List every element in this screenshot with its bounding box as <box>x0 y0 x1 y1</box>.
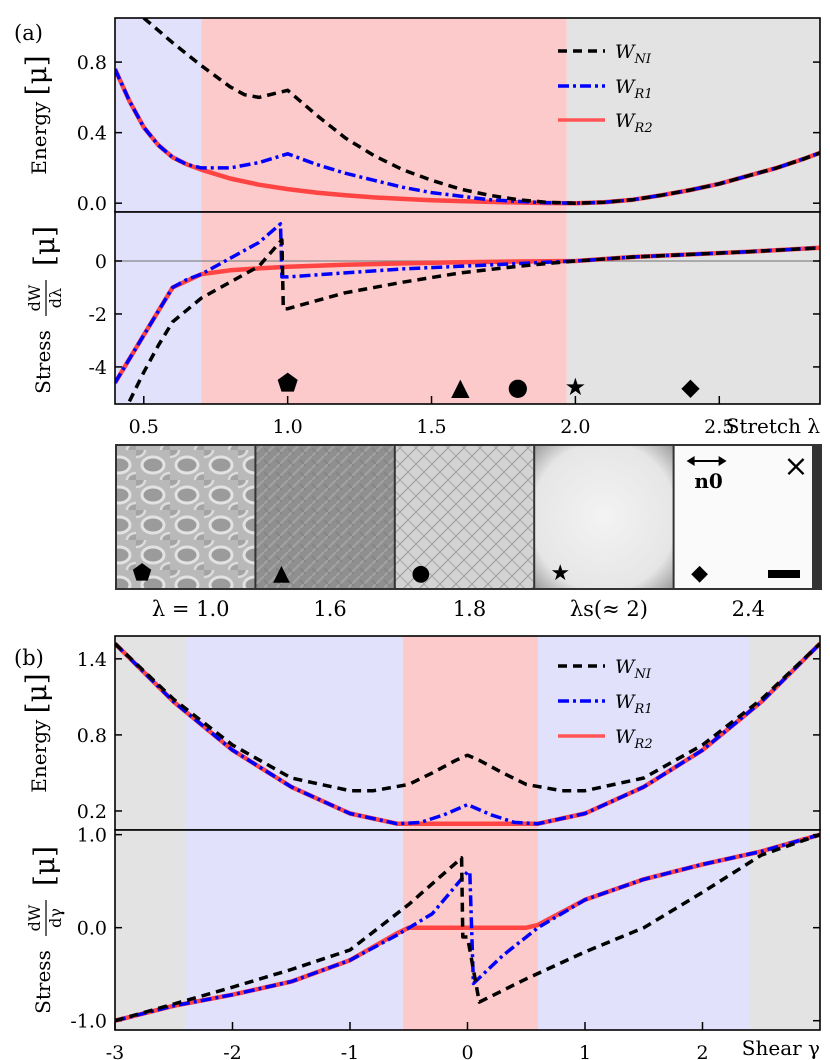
a-stress-frame <box>114 211 821 405</box>
strip-symbol-1: ▲ <box>273 561 290 586</box>
strip-panel-2 <box>395 446 534 588</box>
svg-text:dW: dW <box>25 904 44 931</box>
strip-caption-4: 2.4 <box>732 597 765 621</box>
svg-text:dW: dW <box>25 284 44 311</box>
a-energy-ytick-label-2: 0.8 <box>77 52 107 74</box>
svg-text:Energy [μ]: Energy [μ] <box>20 673 53 792</box>
strip-symbol-4: ◆ <box>691 561 708 586</box>
b-stress-series-w-r1 <box>115 833 820 1023</box>
a-stress-xtick-label-4: 2.5 <box>704 416 734 438</box>
b-energy-ylabel: Energy [μ] <box>20 673 53 792</box>
strip-panel-3 <box>535 446 673 588</box>
svg-text:Stress: Stress <box>31 330 55 394</box>
a-energy-series-w-r1 <box>115 68 820 205</box>
svg-text:dλ: dλ <box>46 288 65 308</box>
b-energy-region-4 <box>749 636 820 830</box>
b-energy-ytick-label-0: 0.2 <box>77 801 107 823</box>
a-stress-region-2 <box>566 212 820 404</box>
b-energy-region-3 <box>538 636 750 830</box>
a-stress-marker-4: ◆ <box>681 373 700 401</box>
panel-label-b: (b) <box>14 646 44 670</box>
strip-symbol-3: ★ <box>550 561 570 586</box>
a-xlabel: Stretch λ <box>726 414 821 438</box>
svg-text:Energy [μ]: Energy [μ] <box>20 55 53 174</box>
b-stress-xtick-label-2: -1 <box>341 1042 360 1060</box>
b-energy-ytick-label-2: 1.4 <box>77 649 107 671</box>
a-stress-ytick-label-1: -2 <box>88 304 107 326</box>
a-stress-xtick-label-3: 2.0 <box>560 416 590 438</box>
a-energy-ytick-label-0: 0.0 <box>77 193 107 215</box>
b-stress-ytick-label-0: 1.0 <box>77 825 107 847</box>
a-energy-region-0 <box>115 18 202 212</box>
scale-bar <box>768 570 800 578</box>
a-stress-region-1 <box>201 212 567 404</box>
a-stress-marker-0: ⬟ <box>277 369 298 397</box>
a-energy-ylabel: Energy [μ] <box>20 55 53 174</box>
b-stress-ytick-label-2: -1.0 <box>70 1011 107 1033</box>
crossed-polarizer-icon: × <box>783 449 808 484</box>
strip-caption-1: 1.6 <box>313 597 346 621</box>
b-stress-ytick-label-1: 0.0 <box>77 918 107 940</box>
b-stress-xtick-label-0: -3 <box>106 1042 125 1060</box>
legend-b-label-wr1: WR1 <box>615 691 653 717</box>
b-stress-region-4 <box>749 830 820 1030</box>
a-energy-ytick-label-1: 0.4 <box>77 123 107 145</box>
legend-label-wni: WNI <box>615 41 652 67</box>
strip-panel-1 <box>256 446 394 588</box>
b-stress-ylabel: Stress dW dγ [μ] <box>25 846 65 1014</box>
a-stress-xtick-label-2: 1.5 <box>416 416 446 438</box>
image-strip: ⬟λ = 1.0 ▲ 1.6 ● 1.8 ★λs(≈ 2) ◆ 2.4 n0 × <box>115 444 822 621</box>
strip-symbol-0: ⬟ <box>132 561 151 586</box>
strip-panel-0 <box>117 446 255 588</box>
director-arrow-head-right <box>718 456 727 466</box>
legend-b-label-wr2: WR2 <box>615 726 653 752</box>
a-stress-xtick-label-0: 0.5 <box>129 416 159 438</box>
a-stress-ylabel: Stress dW dλ [μ] <box>25 226 65 394</box>
b-stress-xtick-label-1: -2 <box>223 1042 242 1060</box>
b-energy-region-2 <box>402 636 538 830</box>
a-stress-ytick-label-2: -4 <box>88 357 107 379</box>
b-stress-region-1 <box>185 830 403 1030</box>
a-stress-marker-3: ★ <box>565 373 587 401</box>
b-stress-xtick-label-5: 2 <box>696 1042 708 1060</box>
b-stress-region-2 <box>402 830 538 1030</box>
a-energy-region-1 <box>201 18 567 212</box>
a-stress-series-w-ni <box>127 238 820 403</box>
strip-symbol-2: ● <box>411 561 430 586</box>
a-stress-plot: ⬟ ▲ ● ★ ◆ 0 -2 -4 0.5 1.0 1.5 2.0 2.5 Stress dW dλ… <box>25 211 821 438</box>
b-energy-region-0 <box>115 636 186 830</box>
a-energy-region-2 <box>566 18 820 212</box>
a-stress-marker-2: ● <box>507 373 528 401</box>
strip-caption-3: λs(≈ 2) <box>570 597 648 621</box>
b-energy-series-w-r1 <box>115 642 820 826</box>
svg-text:Stress: Stress <box>31 950 55 1014</box>
b-energy-ytick-label-1: 0.8 <box>77 725 107 747</box>
svg-text:dγ: dγ <box>46 908 65 928</box>
b-energy-region-1 <box>185 636 403 830</box>
panel-label-a: (a) <box>14 21 43 45</box>
b-xlabel: Shear γ <box>742 1036 820 1060</box>
a-stress-marker-1: ▲ <box>451 373 470 401</box>
b-energy-series-w-ni <box>115 642 820 793</box>
svg-text:[μ]: [μ] <box>28 846 61 886</box>
a-stress-xtick-label-1: 1.0 <box>273 416 303 438</box>
strip-caption-0: λ = 1.0 <box>152 597 230 621</box>
legend-b-label-wni: WNI <box>615 656 652 682</box>
legend-label-wr2: WR2 <box>615 110 653 136</box>
b-stress-series-w-ni <box>115 833 820 1023</box>
b-energy-plot: 0.2 0.8 1.4 WNI WR1 WR2 Energy [μ] <box>20 635 821 831</box>
a-energy-plot: 0.0 0.4 0.8 WNI WR1 WR2 Energy [μ] <box>20 17 821 215</box>
svg-text:[μ]: [μ] <box>28 226 61 266</box>
b-stress-plot: 1.0 0.0 -1.0 -3 -2 -1 0 1 2 Stress dW dγ [μ] Sh… <box>25 825 821 1060</box>
director-arrow-head-left <box>686 456 695 466</box>
a-stress-ytick-label-0: 0 <box>95 251 107 273</box>
b-stress-region-0 <box>115 830 186 1030</box>
strip-panel-4 <box>674 446 812 588</box>
b-stress-xtick-label-4: 1 <box>579 1042 591 1060</box>
legend-label-wr1: WR1 <box>615 76 653 102</box>
strip-caption-2: 1.8 <box>453 597 486 621</box>
b-stress-xtick-label-3: 0 <box>461 1042 473 1060</box>
director-label: n0 <box>694 469 722 493</box>
